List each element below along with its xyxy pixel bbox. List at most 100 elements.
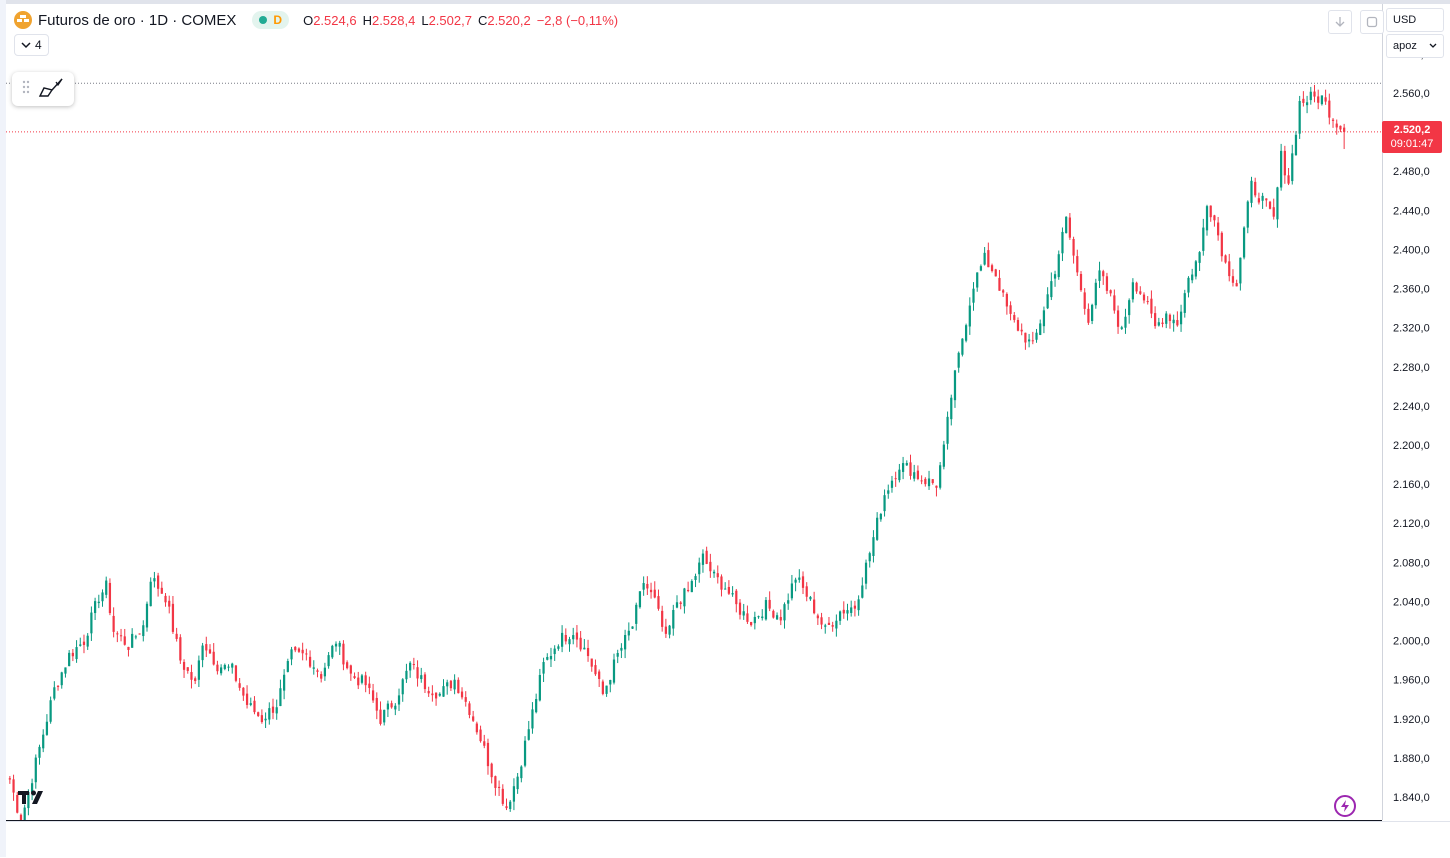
candle (1146, 296, 1149, 305)
candle-body (968, 305, 971, 327)
candle-body (446, 682, 449, 687)
candle-body (972, 288, 975, 303)
candle (186, 667, 189, 674)
candle-body (390, 703, 393, 708)
candle (275, 699, 278, 720)
candle-body (635, 604, 638, 624)
candle (283, 669, 286, 700)
chart-plot-area[interactable] (6, 4, 1382, 820)
candle-body (64, 667, 67, 674)
candle (305, 648, 308, 661)
candle (664, 618, 667, 638)
candle (242, 687, 245, 701)
candle (264, 712, 267, 728)
candle-body (357, 677, 360, 686)
candle-body (805, 586, 808, 597)
candle (60, 671, 63, 689)
candle (635, 602, 638, 631)
candle-body (420, 675, 423, 680)
candle (1317, 89, 1320, 110)
candle (579, 631, 582, 652)
candle-body (835, 620, 838, 629)
candle (1328, 93, 1331, 125)
candle (1039, 319, 1042, 336)
candle-body (501, 788, 504, 804)
candle-body (364, 675, 367, 686)
candle (523, 736, 527, 768)
candle-body (201, 645, 204, 661)
candle (1139, 286, 1142, 295)
candle (516, 772, 519, 794)
candle-body (1035, 332, 1038, 340)
download-icon[interactable] (1328, 10, 1352, 34)
candle (1031, 331, 1034, 345)
candle (245, 685, 249, 709)
candle-body (1324, 97, 1327, 102)
candle (1335, 119, 1338, 135)
drag-handle-icon[interactable] (22, 80, 30, 99)
symbol-title[interactable]: Futuros de oro · 1D · COMEX (38, 11, 237, 29)
candle (1305, 95, 1309, 114)
price-tick-label: 1.840,0 (1393, 792, 1430, 804)
candle-body (1053, 274, 1057, 279)
candle (1280, 143, 1283, 191)
candle (942, 440, 945, 470)
candle-body (620, 647, 623, 651)
candle-body (1157, 322, 1160, 326)
candle-body (331, 645, 334, 658)
currency-select[interactable]: USD (1386, 8, 1444, 32)
candle (1320, 95, 1324, 106)
unit-select[interactable]: apoz (1386, 34, 1444, 58)
candle (972, 282, 975, 311)
price-tick-label: 1.920,0 (1393, 714, 1430, 726)
candle (586, 639, 590, 662)
candle-body (449, 680, 453, 689)
tradingview-logo-icon[interactable] (18, 789, 50, 810)
candle-body (861, 585, 864, 598)
candle-body (68, 652, 71, 667)
candle (368, 676, 371, 695)
candle-body (883, 495, 886, 512)
candle (497, 780, 501, 797)
candle-body (1128, 300, 1131, 316)
candle (138, 633, 141, 635)
candle (312, 660, 315, 675)
candle-body (483, 741, 486, 746)
candle (1339, 125, 1342, 133)
candle (56, 685, 60, 691)
candle-body (38, 746, 41, 758)
candle-body (683, 588, 686, 607)
candle (1072, 236, 1075, 264)
drawing-toolbar[interactable] (12, 72, 74, 106)
candle (1302, 91, 1305, 107)
price-tick-label: 2.080,0 (1393, 557, 1430, 569)
candle-body (516, 776, 519, 790)
candle-body (798, 577, 801, 580)
indicators-collapse-button[interactable]: 4 (14, 34, 49, 56)
fullscreen-icon[interactable] (1360, 10, 1384, 34)
candle (379, 701, 382, 726)
candle-body (661, 610, 664, 627)
market-status[interactable]: D (252, 11, 290, 29)
candle-body (750, 621, 753, 626)
candle (931, 479, 934, 485)
candle-body (375, 697, 378, 711)
candle (1294, 131, 1298, 156)
brush-icon[interactable] (38, 76, 64, 103)
candle-body (950, 397, 953, 420)
candle (976, 272, 979, 292)
candle (642, 576, 645, 596)
candle-body (197, 660, 200, 680)
candle-body (876, 517, 879, 540)
candle (690, 579, 693, 593)
candle-body (720, 576, 723, 590)
candle-body (998, 277, 1001, 291)
candle-body (961, 338, 964, 355)
candle (205, 636, 208, 658)
lightning-icon[interactable] (1334, 795, 1356, 817)
candle (527, 720, 530, 741)
candle-body (434, 692, 438, 699)
candle-body (1083, 292, 1086, 309)
candle-body (108, 582, 112, 614)
time-scale[interactable] (6, 821, 1450, 858)
